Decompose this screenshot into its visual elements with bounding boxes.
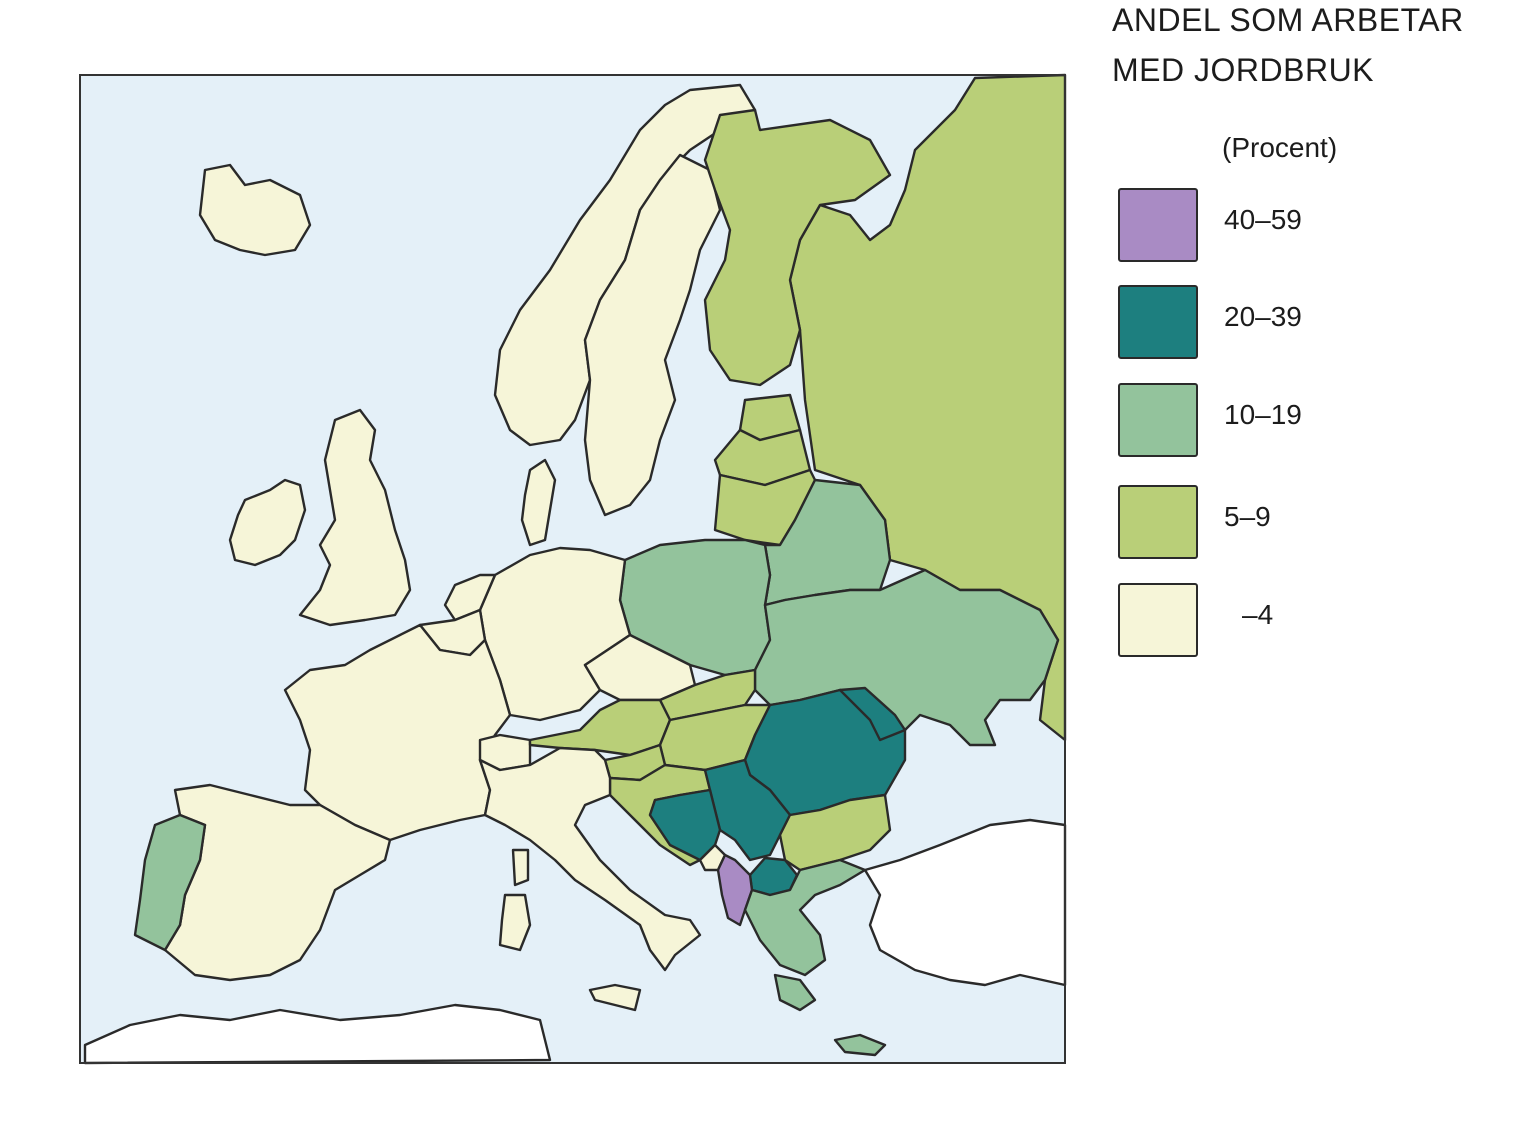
region-peloponnese: [773, 973, 817, 1012]
region-sweden: [583, 153, 722, 517]
region-portugal: [133, 813, 207, 952]
region-crete: [833, 1033, 887, 1057]
region-great-britain: [298, 408, 412, 627]
region-greece: [743, 858, 867, 977]
legend-label: 5–9: [1224, 501, 1271, 532]
legend-title-line-2: MED JORDBRUK: [1112, 52, 1375, 88]
legend-swatch: [1118, 485, 1198, 559]
legend-item-40-59: 40–59: [1118, 188, 1438, 268]
region-czechia: [583, 633, 697, 702]
region-north-africa: [83, 1003, 552, 1065]
legend-swatch: [1118, 383, 1198, 457]
region-denmark: [520, 458, 557, 547]
legend-unit: (Procent): [1222, 132, 1338, 163]
region-sicily: [588, 983, 642, 1012]
legend-swatch: [1118, 188, 1198, 262]
region-italy: [478, 746, 702, 972]
region-moldova: [838, 686, 907, 742]
legend-swatch: [1118, 285, 1198, 359]
legend-item-5-9: 5–9: [1118, 485, 1438, 565]
region-norway: [493, 83, 757, 447]
legend-label: 40–59: [1224, 204, 1302, 235]
legend-title-line-1: ANDEL SOM ARBETAR: [1112, 2, 1464, 38]
region-finland: [703, 108, 892, 387]
region-ireland: [228, 478, 307, 567]
legend-item-20-39: 20–39: [1118, 285, 1438, 365]
legend-label: –4: [1242, 599, 1274, 630]
legend-label: 20–39: [1224, 301, 1302, 332]
region-sardinia: [498, 893, 532, 952]
region-turkey: [863, 818, 1067, 987]
map-frame: [79, 74, 1066, 1064]
legend-item-0-4: –4: [1118, 583, 1438, 663]
legend-swatch: [1118, 583, 1198, 657]
region-iceland: [198, 163, 312, 257]
region-corsica: [511, 848, 530, 887]
region-bosnia: [648, 788, 722, 862]
region-bulgaria: [778, 793, 892, 872]
legend-label: 10–19: [1224, 399, 1302, 430]
legend-item-10-19: 10–19: [1118, 383, 1438, 463]
